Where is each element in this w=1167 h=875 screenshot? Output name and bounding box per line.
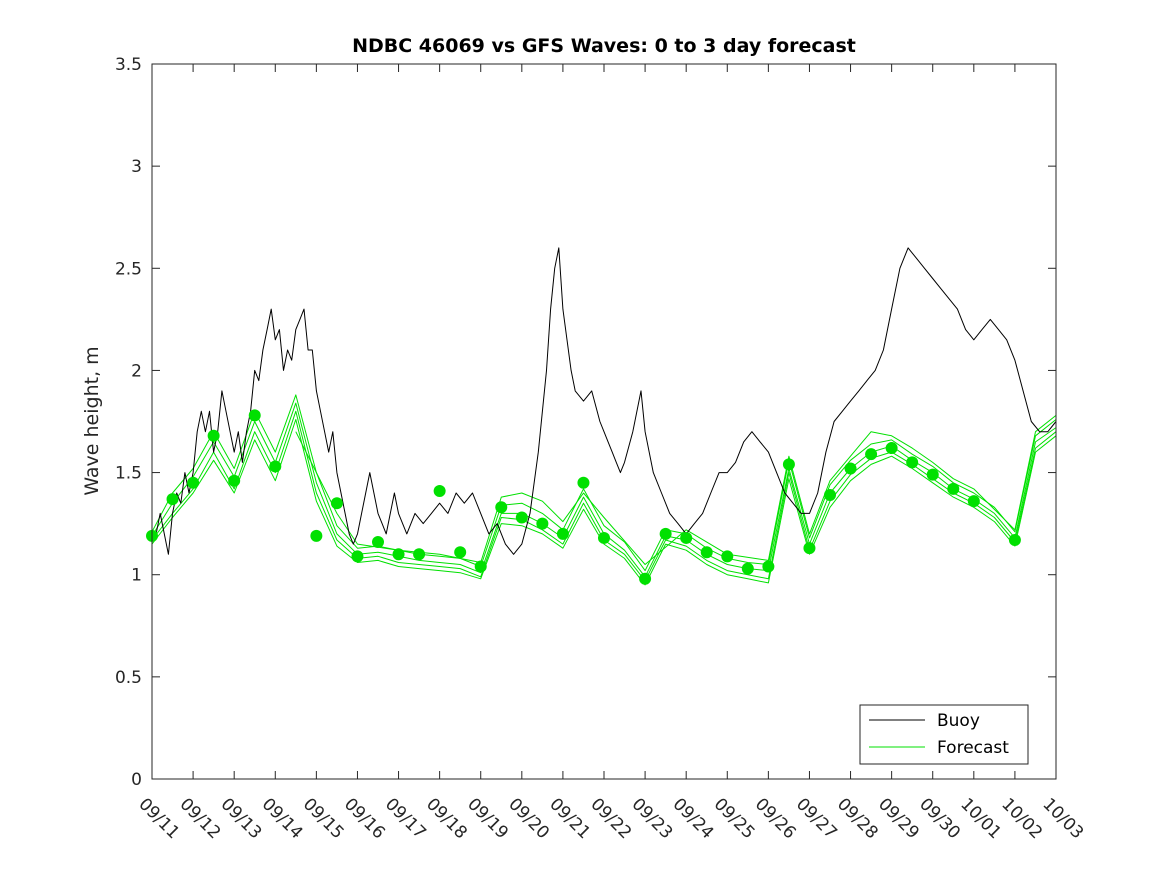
legend: Buoy Forecast bbox=[859, 704, 1029, 765]
forecast-marker bbox=[762, 560, 775, 573]
forecast-marker bbox=[392, 548, 405, 561]
x-tick-label: 09/28 bbox=[833, 794, 882, 843]
forecast-marker bbox=[947, 482, 960, 495]
y-tick-label: 3 bbox=[131, 157, 142, 177]
forecast-marker bbox=[187, 476, 200, 489]
plot-background bbox=[152, 64, 1056, 779]
forecast-marker bbox=[474, 560, 487, 573]
x-tick-label: 09/20 bbox=[504, 794, 553, 843]
forecast-marker bbox=[598, 531, 610, 544]
forecast-marker bbox=[248, 409, 261, 422]
x-tick-label: 09/12 bbox=[176, 794, 225, 843]
forecast-marker bbox=[700, 546, 713, 559]
forecast-marker-layer bbox=[146, 409, 1021, 585]
forecast-marker bbox=[577, 476, 590, 489]
forecast-marker bbox=[803, 542, 816, 555]
y-tick-label: 3.5 bbox=[115, 55, 142, 75]
forecast-marker bbox=[1008, 533, 1021, 546]
forecast-marker bbox=[556, 527, 569, 540]
forecast-marker bbox=[639, 572, 652, 585]
forecast-marker bbox=[906, 456, 919, 469]
forecast-marker bbox=[413, 548, 426, 561]
x-tick-label: 10/01 bbox=[956, 794, 1005, 843]
y-tick-label: 1 bbox=[131, 566, 142, 586]
chart-title: NDBC 46069 vs GFS Waves: 0 to 3 day fore… bbox=[352, 35, 856, 57]
forecast-marker bbox=[885, 442, 898, 455]
forecast-marker bbox=[310, 529, 323, 542]
x-tick-label: 09/25 bbox=[710, 794, 759, 843]
x-tick-label: 10/02 bbox=[997, 794, 1046, 843]
forecast-marker bbox=[865, 448, 878, 461]
forecast-marker bbox=[782, 458, 795, 471]
forecast-marker bbox=[967, 495, 980, 508]
forecast-marker bbox=[515, 511, 528, 524]
y-axis: 0 0.5 1 1.5 2 2.5 3 3.5 bbox=[115, 55, 1056, 790]
legend-box bbox=[859, 704, 1029, 765]
forecast-marker bbox=[207, 429, 220, 442]
forecast-marker bbox=[330, 497, 343, 510]
forecast-marker bbox=[721, 550, 734, 563]
forecast-marker bbox=[372, 536, 384, 549]
x-tick-label: 09/24 bbox=[669, 794, 718, 843]
forecast-series-line bbox=[295, 415, 1057, 565]
x-tick-label: 09/13 bbox=[217, 794, 266, 843]
forecast-marker bbox=[536, 517, 549, 530]
forecast-marker bbox=[351, 550, 364, 563]
x-tick-label: 10/03 bbox=[1038, 794, 1087, 843]
y-tick-label: 2.5 bbox=[115, 259, 142, 279]
x-tick-label: 09/22 bbox=[586, 794, 635, 843]
y-tick-label: 0 bbox=[131, 770, 142, 790]
forecast-marker bbox=[269, 460, 282, 473]
x-tick-label: 09/16 bbox=[340, 794, 389, 843]
forecast-marker bbox=[495, 501, 508, 514]
forecast-marker bbox=[680, 531, 693, 544]
forecast-marker bbox=[454, 546, 467, 559]
x-tick-label: 09/18 bbox=[422, 794, 471, 843]
y-tick-label: 0.5 bbox=[115, 668, 142, 688]
forecast-series-line bbox=[151, 419, 1057, 586]
y-tick-label: 1.5 bbox=[115, 464, 142, 484]
forecast-marker bbox=[433, 484, 446, 497]
x-tick-label: 09/14 bbox=[258, 794, 307, 843]
forecast-marker bbox=[228, 474, 241, 487]
forecast-marker bbox=[741, 562, 754, 575]
y-axis-label: Wave height, m bbox=[81, 346, 103, 495]
forecast-marker bbox=[824, 489, 836, 502]
forecast-series-line bbox=[151, 394, 1057, 572]
buoy-series-line bbox=[152, 247, 1057, 555]
x-tick-label: 09/11 bbox=[134, 794, 183, 843]
x-tick-label: 09/30 bbox=[915, 794, 964, 843]
x-tick-label: 09/17 bbox=[381, 794, 430, 843]
forecast-marker bbox=[926, 468, 939, 481]
x-tick-label: 09/21 bbox=[545, 794, 594, 843]
x-tick-label: 09/27 bbox=[792, 794, 841, 843]
forecast-marker bbox=[166, 493, 179, 506]
x-tick-label: 09/23 bbox=[628, 794, 677, 843]
x-tick-label: 09/19 bbox=[463, 794, 512, 843]
legend-forecast-label: Forecast bbox=[937, 738, 1009, 758]
x-tick-label: 09/15 bbox=[299, 794, 348, 843]
forecast-marker bbox=[659, 527, 672, 540]
y-tick-label: 2 bbox=[131, 361, 142, 381]
x-tick-label: 09/26 bbox=[751, 794, 800, 843]
buoy-layer bbox=[152, 247, 1057, 555]
forecast-marker bbox=[844, 462, 857, 475]
legend-buoy-label: Buoy bbox=[937, 711, 980, 731]
x-tick-label: 09/29 bbox=[874, 794, 923, 843]
